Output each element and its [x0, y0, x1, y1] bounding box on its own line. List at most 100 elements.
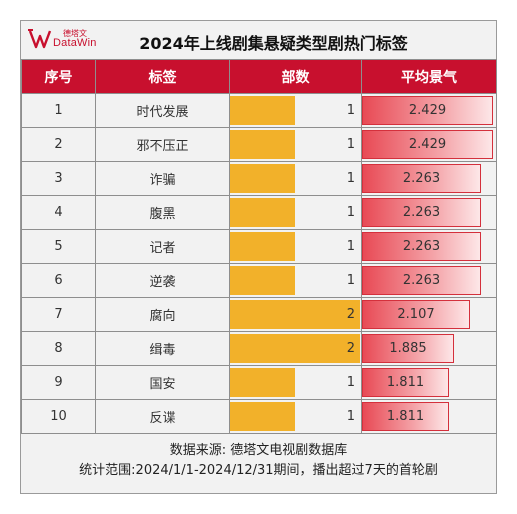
- heat-value: 2.263: [402, 171, 441, 186]
- tag-cell: 腐向: [95, 297, 230, 332]
- heat-bar: [362, 368, 449, 397]
- tag-cell: 国安: [95, 365, 230, 400]
- heat-cell: 1.885: [361, 331, 497, 366]
- rank-cell: 6: [21, 263, 96, 298]
- heat-value: 1.811: [386, 375, 425, 390]
- header: 德塔文 DataWin 2024年上线剧集悬疑类型剧热门标签: [21, 21, 496, 59]
- count-value: 1: [346, 205, 355, 220]
- column-header-heat: 平均景气: [361, 59, 497, 94]
- table-row: 2 邪不压正 1 2.429: [21, 127, 497, 162]
- count-cell: 2: [229, 331, 362, 366]
- tag-cell: 逆袭: [95, 263, 230, 298]
- heat-value: 1.885: [389, 341, 427, 356]
- table-row: 8 缉毒 2 1.885: [21, 331, 497, 366]
- count-bar: [230, 164, 295, 193]
- ranking-table: 序号 标签 部数 平均景气 1 时代发展 1 2.429 2 邪不压正 1 2.429 3 诈骗 1…: [21, 59, 497, 434]
- heat-cell: 2.263: [361, 161, 497, 196]
- count-bar: [230, 368, 295, 397]
- count-value: 1: [346, 137, 355, 152]
- count-bar: [230, 402, 295, 431]
- heat-value: 2.263: [402, 205, 441, 220]
- heat-bar: [362, 96, 493, 125]
- count-cell: 1: [229, 365, 362, 400]
- count-value: 2: [346, 341, 355, 356]
- heat-value: 2.107: [397, 307, 435, 322]
- tag-cell: 反谍: [95, 399, 230, 434]
- rank-cell: 5: [21, 229, 96, 264]
- chart-title: 2024年上线剧集悬疑类型剧热门标签: [139, 34, 408, 53]
- count-cell: 1: [229, 229, 362, 264]
- tag-cell: 缉毒: [95, 331, 230, 366]
- count-bar: [230, 334, 360, 363]
- source-note: 数据来源: 德塔文电视剧数据库: [169, 443, 348, 458]
- table-body: 1 时代发展 1 2.429 2 邪不压正 1 2.429 3 诈骗 1 2.263 4 腹黑 1 2.263…: [21, 93, 497, 434]
- heat-cell: 2.263: [361, 229, 497, 264]
- heat-value: 1.811: [386, 409, 425, 424]
- table-row: 7 腐向 2 2.107: [21, 297, 497, 332]
- heat-bar: [362, 402, 449, 431]
- count-bar: [230, 96, 295, 125]
- footer: 数据来源: 德塔文电视剧数据库 统计范围:2024/1/1-2024/12/31…: [21, 433, 496, 493]
- count-bar: [230, 232, 295, 261]
- heat-value: 2.429: [408, 137, 447, 152]
- heat-cell: 2.429: [361, 127, 497, 162]
- tag-cell: 邪不压正: [95, 127, 230, 162]
- rank-cell: 1: [21, 93, 96, 128]
- rank-cell: 9: [21, 365, 96, 400]
- heat-bar: [362, 266, 481, 295]
- heat-cell: 1.811: [361, 399, 497, 434]
- tag-cell: 记者: [95, 229, 230, 264]
- heat-bar: [362, 198, 481, 227]
- rank-cell: 8: [21, 331, 96, 366]
- heat-bar: [362, 164, 481, 193]
- count-value: 1: [346, 171, 355, 186]
- count-bar: [230, 266, 295, 295]
- tag-cell: 时代发展: [95, 93, 230, 128]
- count-cell: 2: [229, 297, 362, 332]
- rank-cell: 2: [21, 127, 96, 162]
- count-bar: [230, 300, 360, 329]
- count-cell: 1: [229, 127, 362, 162]
- table-row: 6 逆袭 1 2.263: [21, 263, 497, 298]
- rank-cell: 3: [21, 161, 96, 196]
- range-note: 统计范围:2024/1/1-2024/12/31期间，播出超过7天的首轮剧: [79, 463, 438, 478]
- heat-value: 2.263: [402, 239, 441, 254]
- count-bar: [230, 198, 295, 227]
- heat-cell: 2.107: [361, 297, 497, 332]
- table-row: 5 记者 1 2.263: [21, 229, 497, 264]
- count-cell: 1: [229, 161, 362, 196]
- column-header-rank: 序号: [21, 59, 96, 94]
- heat-value: 2.429: [408, 103, 447, 118]
- column-header-count: 部数: [229, 59, 362, 94]
- heat-bar: [362, 232, 481, 261]
- count-cell: 1: [229, 93, 362, 128]
- table-row: 10 反谍 1 1.811: [21, 399, 497, 434]
- table-row: 1 时代发展 1 2.429: [21, 93, 497, 128]
- heat-cell: 2.429: [361, 93, 497, 128]
- count-value: 1: [346, 239, 355, 254]
- heat-cell: 2.263: [361, 195, 497, 230]
- count-cell: 1: [229, 399, 362, 434]
- tag-cell: 腹黑: [95, 195, 230, 230]
- heat-bar: [362, 130, 493, 159]
- rank-cell: 10: [21, 399, 96, 434]
- column-header-tag: 标签: [95, 59, 230, 94]
- table-row: 9 国安 1 1.811: [21, 365, 497, 400]
- count-value: 1: [346, 409, 355, 424]
- count-value: 1: [346, 375, 355, 390]
- count-value: 1: [346, 103, 355, 118]
- heat-cell: 2.263: [361, 263, 497, 298]
- table-row: 4 腹黑 1 2.263: [21, 195, 497, 230]
- table-row: 3 诈骗 1 2.263: [21, 161, 497, 196]
- logo-cn-text: 德塔文: [63, 29, 87, 38]
- count-value: 1: [346, 273, 355, 288]
- tag-cell: 诈骗: [95, 161, 230, 196]
- count-bar: [230, 130, 295, 159]
- logo-en-text: DataWin: [53, 37, 97, 49]
- count-cell: 1: [229, 195, 362, 230]
- heat-bar: [362, 300, 470, 329]
- rank-cell: 7: [21, 297, 96, 332]
- datawin-logo: 德塔文 DataWin: [27, 27, 99, 53]
- table-header-row: 序号 标签 部数 平均景气: [21, 59, 497, 94]
- chart-card: 德塔文 DataWin 2024年上线剧集悬疑类型剧热门标签 序号 标签 部数 …: [20, 20, 497, 494]
